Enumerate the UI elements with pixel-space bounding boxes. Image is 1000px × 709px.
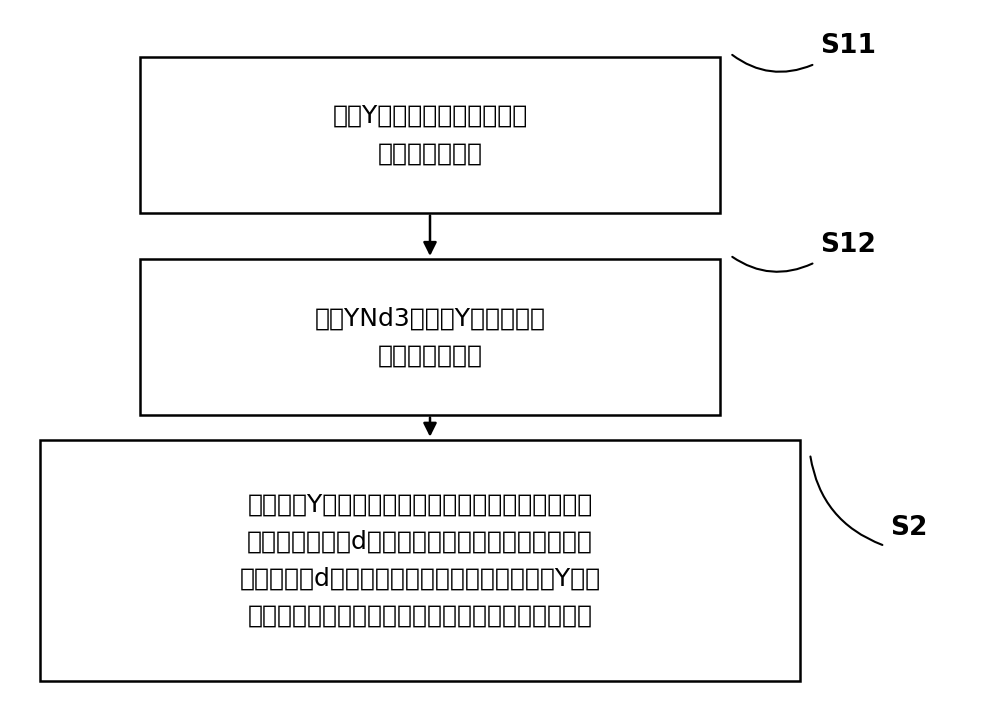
Text: 基于所述Y侧参与差动保护计算的电流，采用逆序相
电流差移相，对d侧参与差动保护计算的电流进行相
位转换，使d侧参与差动保护计算的电流相位与Y侧参
与差动保护计算: 基于所述Y侧参与差动保护计算的电流，采用逆序相 电流差移相，对d侧参与差动保护计… (239, 492, 601, 628)
FancyBboxPatch shape (140, 57, 720, 213)
Text: S12: S12 (820, 232, 876, 257)
Text: 消除Y侧参与差动保护计算的
电流的零序电流: 消除Y侧参与差动保护计算的 电流的零序电流 (332, 104, 528, 165)
FancyBboxPatch shape (140, 259, 720, 415)
FancyBboxPatch shape (40, 440, 800, 681)
Text: 获取YNd3变压器Y侧参与差动
保护计算的电流: 获取YNd3变压器Y侧参与差动 保护计算的电流 (314, 306, 546, 367)
Text: S11: S11 (820, 33, 876, 59)
Text: S2: S2 (890, 515, 927, 541)
